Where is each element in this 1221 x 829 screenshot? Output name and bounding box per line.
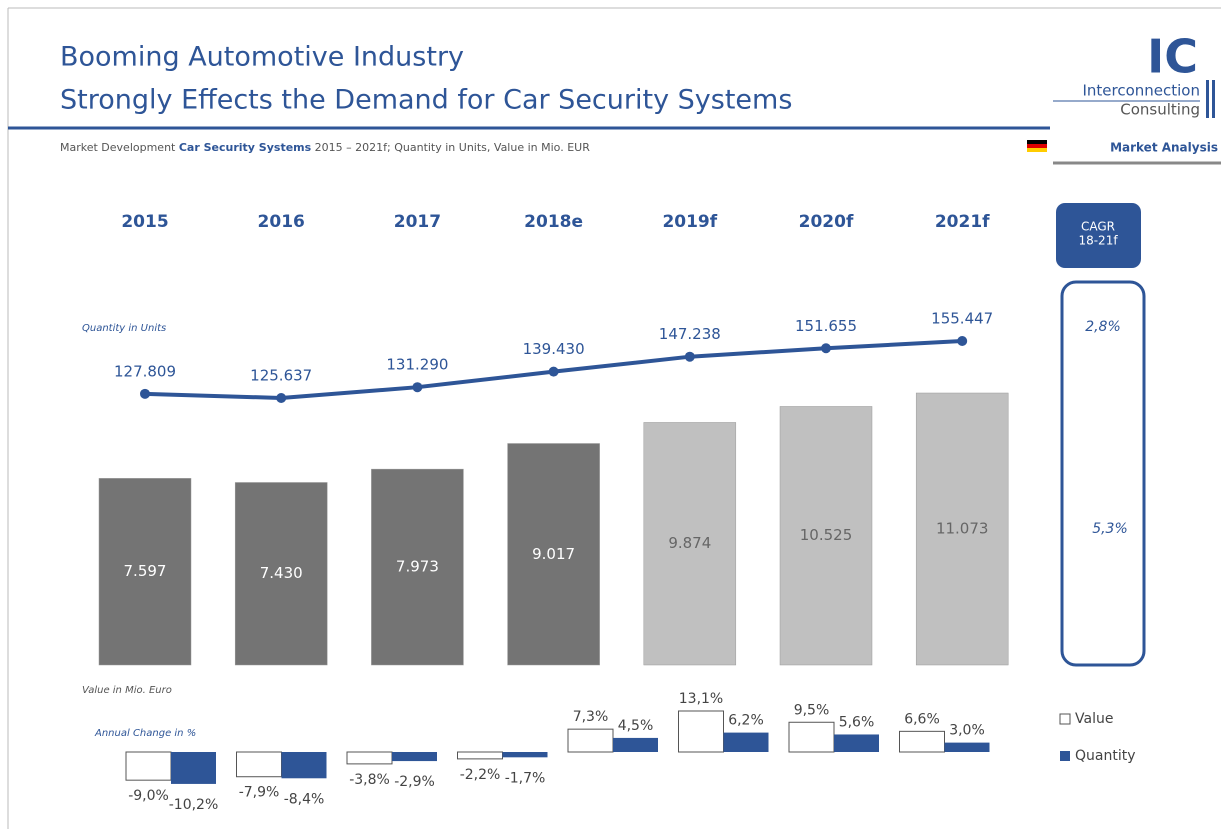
logo-text: Consulting xyxy=(1120,101,1200,119)
change-bar xyxy=(392,752,437,762)
change-label: 13,1% xyxy=(679,691,723,707)
section-label: Market Analysis xyxy=(1110,141,1218,155)
year-label: 2021f xyxy=(935,212,990,232)
logo-bar xyxy=(1206,80,1209,118)
quantity-label: 139.430 xyxy=(523,340,585,358)
change-bar xyxy=(502,752,548,758)
title-line: Booming Automotive Industry xyxy=(60,42,464,73)
subtitle-part: Market Development xyxy=(60,141,179,154)
value-label: 11.073 xyxy=(936,520,989,538)
value-bar xyxy=(234,482,328,666)
subtitle-part: 2015 – 2021f; Quantity in Units, Value i… xyxy=(311,141,590,154)
logo-bar xyxy=(1212,80,1215,118)
value-bar xyxy=(779,406,873,666)
cagr-title: 18-21f xyxy=(1078,234,1118,248)
quantity-point xyxy=(684,351,695,362)
change-label: -1,7% xyxy=(505,770,546,786)
flag xyxy=(1027,140,1047,152)
change-label: 6,2% xyxy=(728,713,764,729)
quantity-label: 155.447 xyxy=(931,310,993,328)
change-label: -10,2% xyxy=(169,797,219,813)
value-bar xyxy=(371,468,464,666)
change-bar xyxy=(723,732,769,752)
year-label: 2017 xyxy=(394,212,441,232)
title-line: Strongly Effects the Demand for Car Secu… xyxy=(60,85,792,116)
change-label: -7,9% xyxy=(239,785,280,801)
logo-mark: IC xyxy=(1147,30,1198,84)
cagr-box xyxy=(1060,280,1146,667)
chart-label: Value in Mio. Euro xyxy=(82,685,172,696)
value-label: 7.430 xyxy=(260,564,303,582)
year-label: 2015 xyxy=(121,212,168,232)
change-bar xyxy=(788,721,835,753)
year-label: 2018e xyxy=(524,212,583,232)
change-label: 7,3% xyxy=(573,709,609,725)
change-bar xyxy=(346,751,393,765)
value-label: 7.973 xyxy=(396,558,439,576)
change-bar xyxy=(567,728,614,753)
change-label: -3,8% xyxy=(349,772,390,788)
change-label: 6,6% xyxy=(904,711,940,727)
quantity-label: 131.290 xyxy=(386,356,448,374)
change-bar xyxy=(171,752,216,784)
cagr-value: 5,3% xyxy=(1092,521,1128,537)
legend-swatch xyxy=(1060,751,1070,761)
change-label: -2,2% xyxy=(460,767,501,783)
change-label: -9,0% xyxy=(128,788,169,804)
year-label: 2020f xyxy=(799,212,854,232)
value-bar xyxy=(643,422,737,666)
change-bar xyxy=(678,710,724,753)
value-label: 9.017 xyxy=(532,545,575,563)
chart-label: Quantity in Units xyxy=(82,323,166,334)
value-label: 9.874 xyxy=(668,534,711,552)
quantity-point xyxy=(412,382,423,393)
quantity-point xyxy=(548,366,559,377)
subtitle: Market Development Car Security Systems … xyxy=(60,141,590,154)
logo-text: Interconnection xyxy=(1082,82,1200,100)
change-bar xyxy=(125,751,172,781)
legend-label: Value xyxy=(1075,711,1113,727)
value-bar xyxy=(915,392,1009,666)
value-label: 10.525 xyxy=(800,526,853,544)
cagr-header xyxy=(1056,203,1141,268)
change-bar xyxy=(281,752,327,779)
change-label: 3,0% xyxy=(949,723,985,739)
chart-label: Annual Change in % xyxy=(94,728,196,739)
quantity-label: 127.809 xyxy=(114,362,176,380)
change-label: -8,4% xyxy=(284,791,325,807)
quantity-label: 151.655 xyxy=(795,317,857,335)
quantity-label: 147.238 xyxy=(659,325,721,343)
change-label: -2,9% xyxy=(394,774,435,790)
value-bar xyxy=(98,478,192,666)
change-bar xyxy=(944,742,990,752)
year-label: 2016 xyxy=(258,212,305,232)
quantity-point xyxy=(957,336,968,346)
cagr-value: 2,8% xyxy=(1085,319,1121,335)
subtitle-part: Car Security Systems xyxy=(179,141,312,154)
value-bar xyxy=(507,443,600,666)
quantity-point xyxy=(140,388,150,399)
quantity-label: 125.637 xyxy=(250,367,312,385)
change-bar xyxy=(834,734,879,752)
cagr-title: CAGR xyxy=(1081,220,1115,234)
change-label: 9,5% xyxy=(794,702,830,718)
change-label: 5,6% xyxy=(839,714,875,730)
legend-label: Quantity xyxy=(1075,748,1136,764)
year-label: 2019f xyxy=(662,212,717,232)
change-label: 4,5% xyxy=(618,718,654,734)
quantity-point xyxy=(276,393,287,403)
legend-swatch xyxy=(1059,713,1071,725)
change-bar xyxy=(457,751,503,760)
change-bar xyxy=(236,751,282,778)
value-label: 7.597 xyxy=(124,562,167,580)
change-bar xyxy=(613,737,658,752)
change-bar xyxy=(899,730,945,753)
quantity-point xyxy=(821,343,831,354)
